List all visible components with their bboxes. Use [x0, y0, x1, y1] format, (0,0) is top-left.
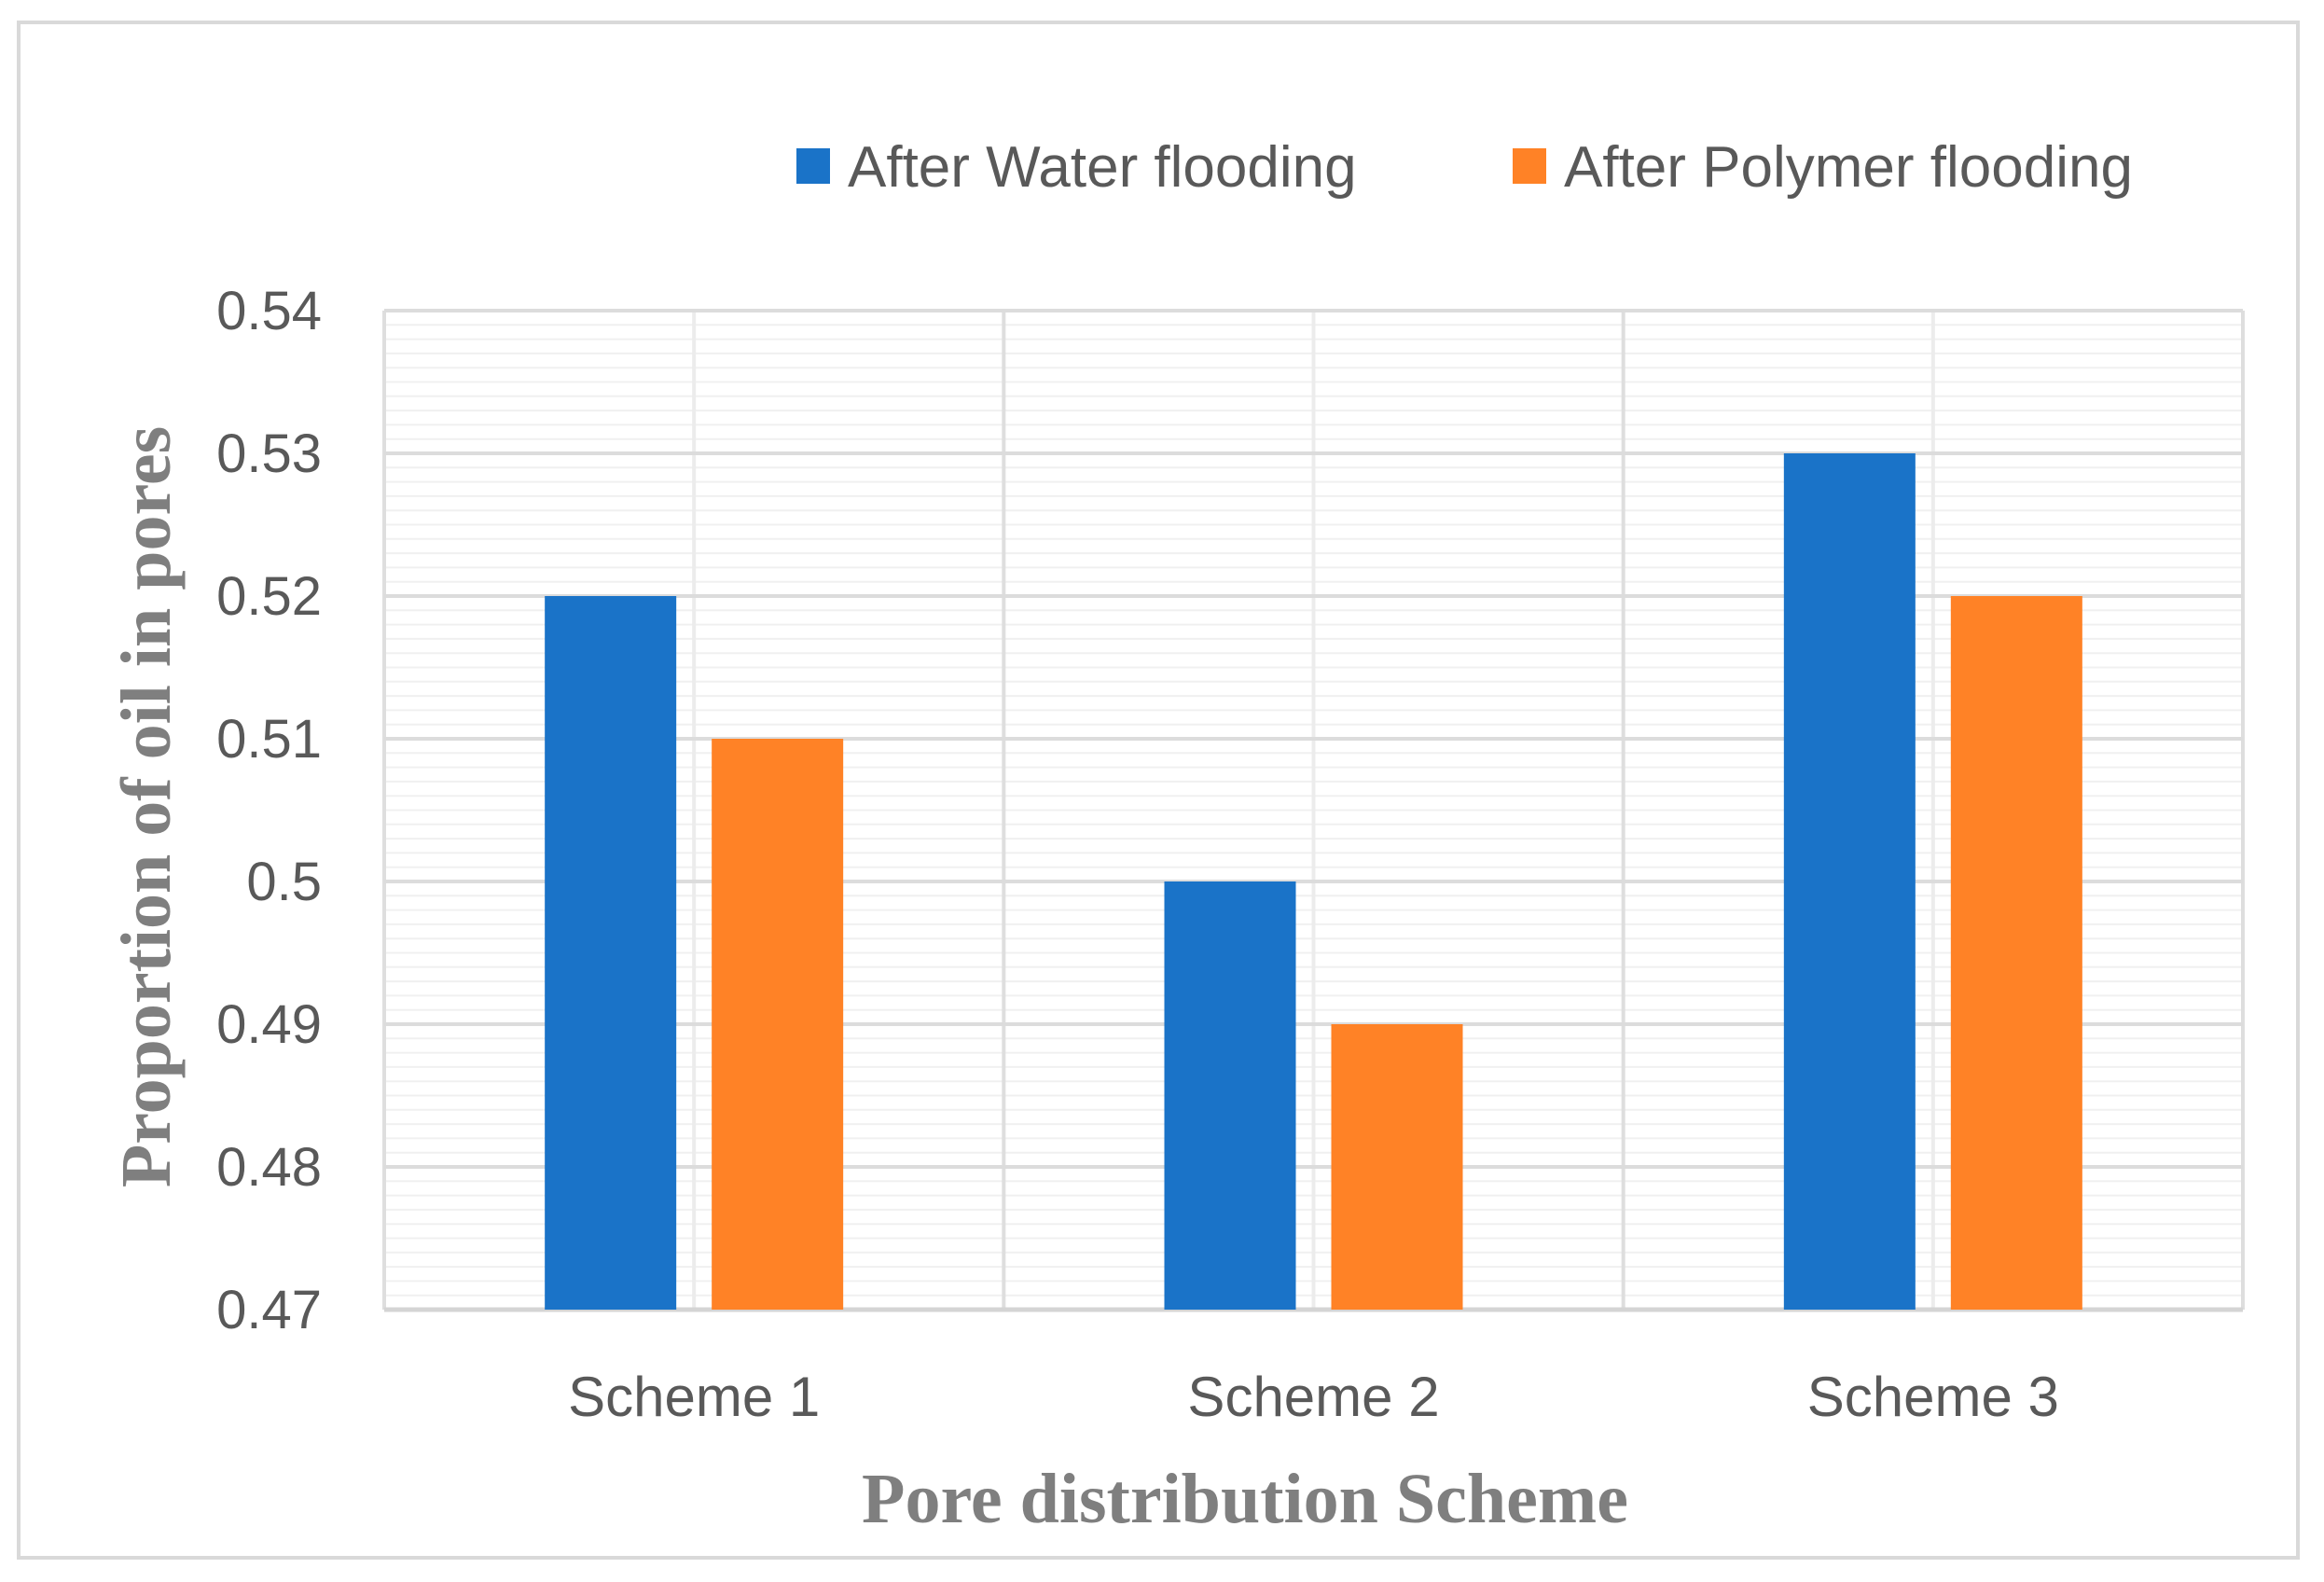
y-tick-label: 0.49 [216, 994, 322, 1055]
x-tick-labels: Scheme 1 Scheme 2 Scheme 3 [568, 1366, 2059, 1428]
bar-after-water-flooding-scheme-2 [1164, 881, 1296, 1310]
bar-after-polymer-flooding-scheme-2 [1331, 1024, 1463, 1310]
x-tick-label: Scheme 3 [1807, 1366, 2059, 1428]
y-axis-title: Proportion of oil in pores [107, 426, 186, 1187]
legend-swatch-water [796, 148, 830, 184]
x-tick-label: Scheme 2 [1187, 1366, 1439, 1428]
bar-after-water-flooding-scheme-3 [1783, 453, 1916, 1310]
y-tick-label: 0.51 [216, 709, 322, 770]
chart-frame [17, 21, 2300, 1560]
x-axis-title: Pore distribution Scheme [862, 1460, 1628, 1538]
legend: After Water flooding After Polymer flood… [796, 135, 2133, 200]
y-tick-label: 0.48 [216, 1137, 322, 1198]
y-tick-label: 0.47 [216, 1280, 322, 1340]
y-tick-labels: 0.47 0.48 0.49 0.5 0.51 0.52 0.53 0.54 [216, 281, 322, 1340]
bar-after-polymer-flooding-scheme-1 [712, 739, 844, 1310]
bars [545, 453, 2082, 1310]
y-tick-label: 0.53 [216, 423, 322, 484]
bar-after-water-flooding-scheme-1 [545, 596, 677, 1310]
legend-label-polymer: After Polymer flooding [1564, 135, 2133, 200]
legend-label-water: After Water flooding [848, 135, 1357, 200]
bar-after-polymer-flooding-scheme-3 [1950, 596, 2082, 1310]
legend-swatch-polymer [1513, 148, 1546, 184]
x-tick-label: Scheme 1 [568, 1366, 820, 1428]
y-tick-label: 0.54 [216, 281, 322, 341]
y-tick-label: 0.5 [246, 852, 322, 912]
grid-lines [382, 309, 2245, 1312]
y-tick-label: 0.52 [216, 566, 322, 627]
